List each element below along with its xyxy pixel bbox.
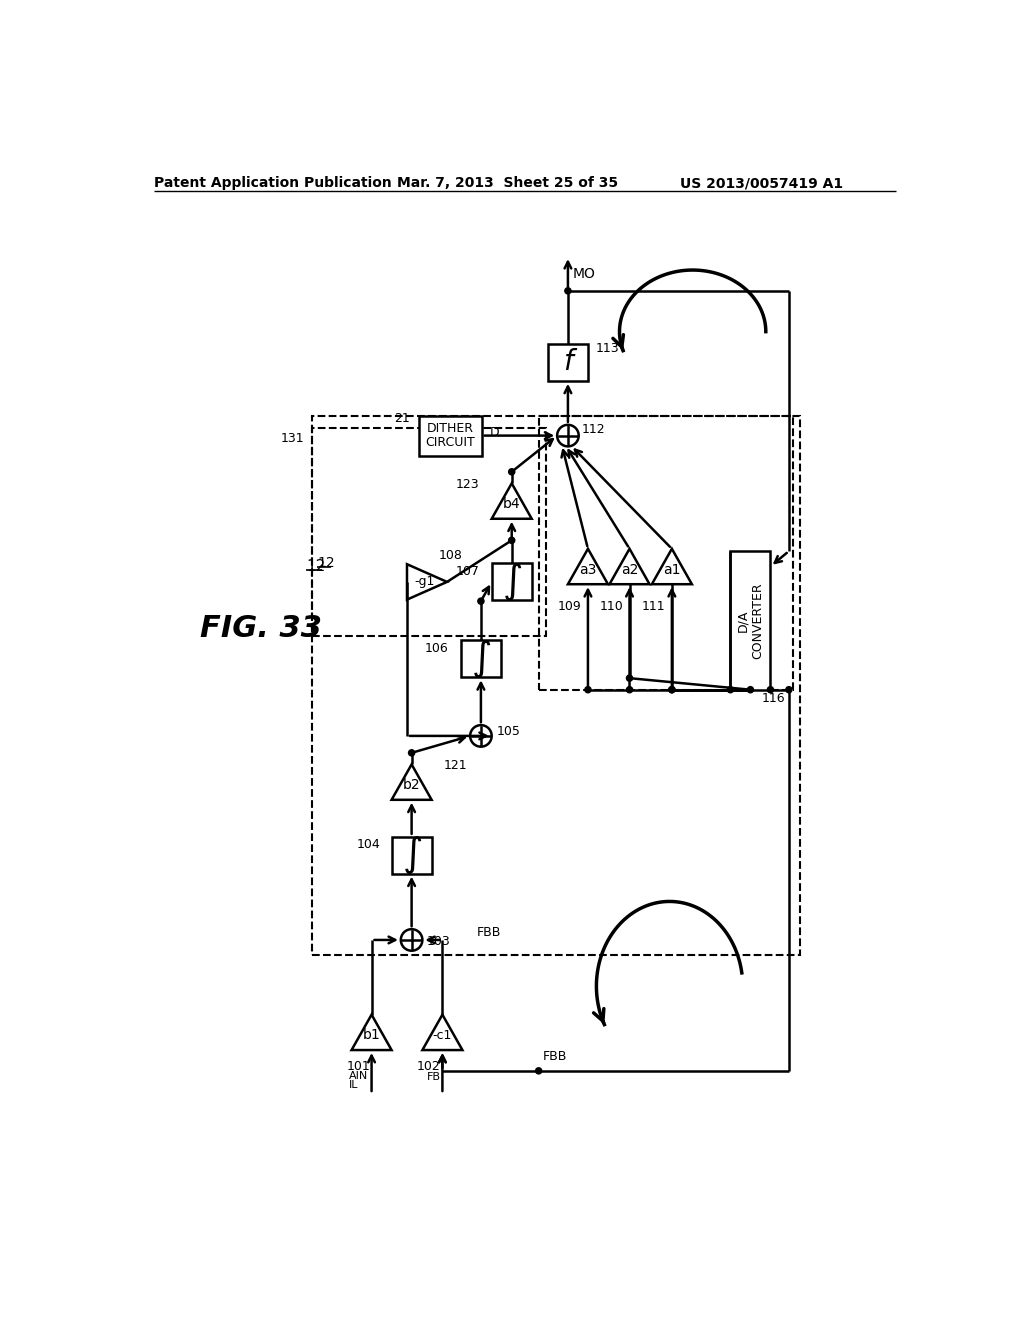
Text: FB: FB	[427, 1072, 441, 1082]
Text: a3: a3	[580, 562, 597, 577]
Text: DITHER: DITHER	[427, 422, 474, 436]
Bar	[311, 428, 547, 636]
Polygon shape	[568, 549, 608, 585]
Text: $\int$: $\int$	[401, 834, 422, 876]
Text: $\int$: $\int$	[502, 561, 522, 603]
Bar	[730, 552, 770, 689]
Text: 101: 101	[346, 1060, 370, 1073]
Text: b2: b2	[402, 779, 421, 792]
Text: 116: 116	[761, 693, 784, 705]
Text: 107: 107	[456, 565, 479, 578]
Text: 105: 105	[497, 725, 520, 738]
Text: FIG. 33: FIG. 33	[200, 614, 322, 643]
Text: AIN: AIN	[349, 1072, 369, 1081]
Text: Mar. 7, 2013  Sheet 25 of 35: Mar. 7, 2013 Sheet 25 of 35	[397, 176, 618, 190]
Bar	[492, 564, 531, 601]
Circle shape	[509, 469, 515, 475]
Text: 111: 111	[642, 601, 666, 612]
Text: -g1: -g1	[415, 576, 435, 589]
Text: IL: IL	[349, 1080, 358, 1090]
Circle shape	[585, 686, 591, 693]
Bar	[391, 837, 432, 874]
Text: D/A
CONVERTER: D/A CONVERTER	[736, 582, 764, 659]
Polygon shape	[609, 549, 649, 585]
Circle shape	[536, 1068, 542, 1074]
Text: -c1: -c1	[433, 1028, 453, 1041]
Text: 12: 12	[317, 557, 335, 570]
Text: 12: 12	[306, 558, 326, 574]
Circle shape	[669, 686, 675, 693]
Polygon shape	[351, 1015, 391, 1051]
Text: 123: 123	[456, 478, 479, 491]
Circle shape	[478, 598, 484, 605]
Polygon shape	[391, 764, 432, 800]
Text: $\int$: $\int$	[471, 638, 492, 680]
Polygon shape	[407, 564, 447, 599]
Text: 109: 109	[558, 601, 582, 612]
Text: 106: 106	[425, 642, 449, 655]
Text: D: D	[490, 426, 500, 440]
Text: CIRCUIT: CIRCUIT	[425, 436, 475, 449]
Circle shape	[727, 686, 733, 693]
Text: 103: 103	[427, 935, 451, 948]
Polygon shape	[652, 549, 692, 585]
Bar	[311, 416, 801, 956]
Bar	[419, 416, 481, 455]
Text: 104: 104	[357, 838, 381, 851]
Text: 110: 110	[600, 601, 624, 612]
Polygon shape	[422, 1015, 463, 1051]
Text: US 2013/0057419 A1: US 2013/0057419 A1	[680, 176, 844, 190]
Circle shape	[627, 686, 633, 693]
Text: 131: 131	[281, 432, 304, 445]
Text: 113: 113	[596, 342, 620, 355]
Text: 102: 102	[417, 1060, 441, 1073]
Text: a1: a1	[664, 562, 681, 577]
Circle shape	[509, 537, 515, 544]
Circle shape	[669, 686, 675, 693]
Text: Patent Application Publication: Patent Application Publication	[155, 176, 392, 190]
Circle shape	[767, 686, 773, 693]
Text: a2: a2	[621, 562, 638, 577]
Polygon shape	[492, 483, 531, 519]
Circle shape	[627, 675, 633, 681]
Text: 21: 21	[394, 412, 410, 425]
Text: MO: MO	[572, 267, 595, 281]
Text: 121: 121	[444, 759, 468, 772]
Text: f: f	[563, 348, 572, 376]
Bar	[461, 640, 501, 677]
Text: b4: b4	[503, 498, 520, 511]
Bar	[539, 416, 793, 689]
Text: 108: 108	[438, 549, 463, 562]
Circle shape	[785, 686, 792, 693]
Circle shape	[748, 686, 754, 693]
Text: 112: 112	[582, 422, 605, 436]
Circle shape	[565, 288, 571, 294]
Bar	[548, 345, 588, 381]
Circle shape	[409, 750, 415, 756]
Text: FBB: FBB	[543, 1051, 567, 1064]
Text: FBB: FBB	[477, 925, 502, 939]
Text: b1: b1	[362, 1028, 381, 1043]
